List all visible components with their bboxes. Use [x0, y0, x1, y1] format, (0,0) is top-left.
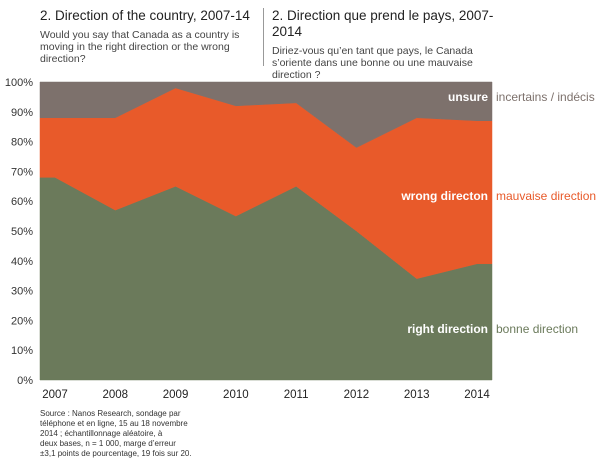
x-tick-label: 2011 — [284, 389, 309, 401]
y-tick-label: 20% — [11, 315, 33, 327]
header-english: 2. Direction of the country, 2007-14 Wou… — [40, 8, 255, 65]
source-line: deux bases, n = 1 000, marge d’erreur — [40, 439, 176, 448]
series-label-french: mauvaise direction — [496, 189, 596, 203]
source-note: Source : Nanos Research, sondage par tél… — [40, 409, 230, 459]
y-tick-label: 10% — [11, 345, 33, 357]
y-tick-label: 50% — [11, 226, 33, 238]
y-tick-label: 60% — [11, 196, 33, 208]
y-tick-label: 90% — [11, 107, 33, 119]
y-tick-label: 100% — [5, 77, 33, 89]
series-label-english: wrong directon — [400, 189, 488, 203]
x-tick-label: 2013 — [404, 389, 430, 401]
question-french: Diriez-vous qu’en tant que pays, le Cana… — [272, 45, 473, 81]
area-series-2 — [39, 81, 493, 148]
y-tick-label: 0% — [17, 375, 33, 387]
series-label-french: incertains / indécis — [496, 90, 595, 104]
source-line: téléphone et en ligne, 15 au 18 novembre — [40, 419, 188, 428]
series-label-french: bonne direction — [496, 322, 578, 336]
source-line: ±3,1 points de pourcentage, 19 fois sur … — [40, 449, 192, 458]
y-tick-label: 40% — [11, 256, 33, 268]
header-divider — [263, 8, 264, 66]
x-tick-label: 2009 — [163, 389, 189, 401]
source-line: 2014 ; échantillonnage aléatoire, à — [40, 429, 163, 438]
x-tick-label: 2007 — [42, 389, 68, 401]
source-line: Source : Nanos Research, sondage par — [40, 409, 181, 418]
x-tick-label: 2014 — [464, 389, 490, 401]
series-label-english: right direction — [407, 322, 488, 336]
y-tick-label: 70% — [11, 166, 33, 178]
y-tick-label: 30% — [11, 286, 33, 298]
series-label-english: unsure — [448, 90, 488, 104]
x-tick-label: 2012 — [344, 389, 370, 401]
question-english: Would you say that Canada as a country i… — [40, 29, 240, 65]
chart-title-french: 2. Direction que prend le pays, 2007-201… — [272, 8, 494, 39]
x-tick-label: 2010 — [223, 389, 249, 401]
y-tick-label: 80% — [11, 137, 33, 149]
chart-title-english: 2. Direction of the country, 2007-14 — [40, 8, 250, 23]
header-french: 2. Direction que prend le pays, 2007-201… — [272, 8, 512, 81]
x-tick-label: 2008 — [102, 389, 128, 401]
